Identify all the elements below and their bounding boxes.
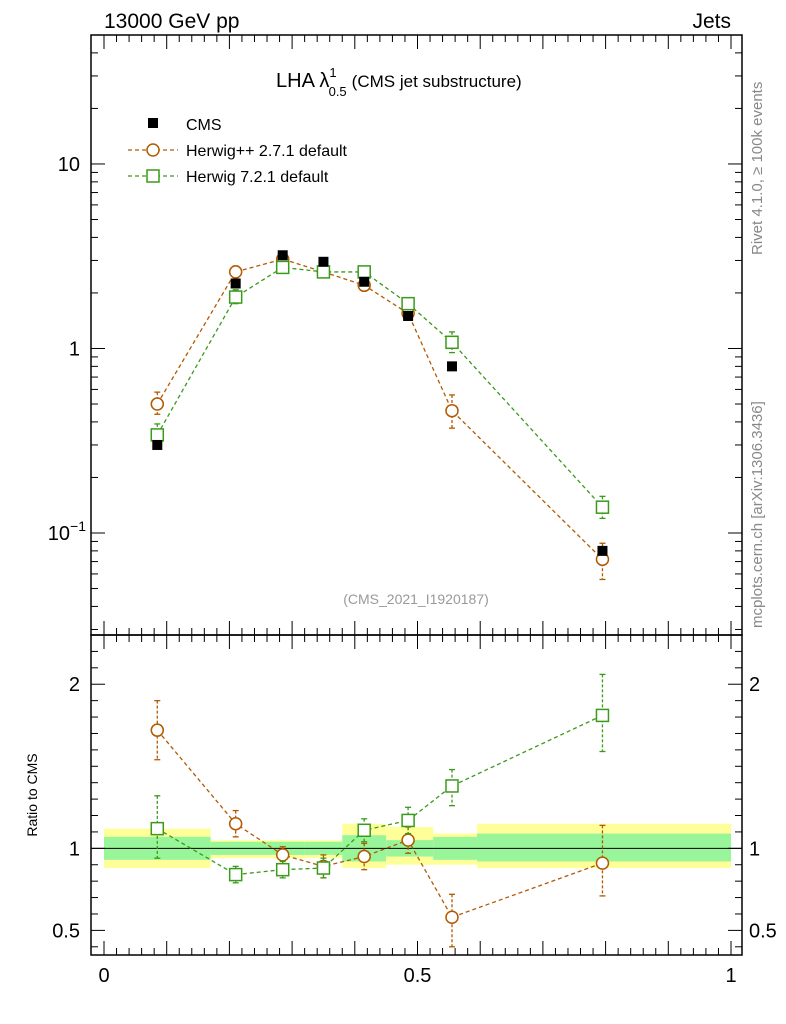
herwig7-ratio-point xyxy=(595,708,610,723)
herwig7-ratio-point xyxy=(150,821,165,836)
legend-herwig7-label: Herwig 7.2.1 default xyxy=(186,169,329,186)
herwigpp-ratio-point xyxy=(228,816,243,831)
herwigpp-ratio-line xyxy=(156,729,603,919)
herwigpp-point xyxy=(150,397,165,411)
main-y-tick-label: 10−1 xyxy=(48,518,86,545)
herwig7-point xyxy=(316,265,331,279)
ratio-uncertainty-bands xyxy=(91,823,742,869)
herwigpp-ratio-point xyxy=(595,856,610,870)
legend-herwigpp-marker xyxy=(146,143,160,157)
cms-data-point xyxy=(446,361,457,372)
process-label: Jets xyxy=(692,10,731,33)
legend-cms-marker xyxy=(148,118,158,128)
herwig7-point xyxy=(150,428,165,442)
herwig7-ratio-point xyxy=(401,813,415,828)
ratio-plot xyxy=(150,673,610,948)
analysis-id-label: (CMS_2021_I1920187) xyxy=(343,591,489,607)
cms-data-point xyxy=(403,310,414,321)
main-y-tick-label: 10 xyxy=(58,154,80,176)
cms-data-point xyxy=(230,278,241,289)
axes: 0 0.5 1 10 1 10−1 2 2 1 1 0.5 0.5 xyxy=(48,34,777,987)
herwigpp-ratio-point xyxy=(401,833,415,847)
legend-herwig7-marker xyxy=(146,169,160,183)
plot-title-main: LHA λ xyxy=(276,70,329,92)
legend-cms-label: CMS xyxy=(186,117,222,134)
herwig7-ratio-point xyxy=(316,861,331,875)
herwig7-line xyxy=(156,266,603,508)
herwig7-ratio-point xyxy=(228,867,243,882)
ratio-y-tick-label-left: 0.5 xyxy=(52,920,80,942)
herwig7-ratio-point xyxy=(275,862,290,877)
herwigpp-ratio-point xyxy=(357,849,371,864)
herwig7-point xyxy=(401,296,415,311)
energy-label: 13000 GeV pp xyxy=(104,10,239,33)
x-tick-label: 1 xyxy=(725,965,736,987)
herwig7-ratio-point xyxy=(357,823,371,838)
plot-title: LHA λ1 0.5 (CMS jet substructure) xyxy=(276,65,522,99)
herwigpp-point xyxy=(445,403,459,418)
herwig7-point xyxy=(275,260,290,275)
herwigpp-ratio-point xyxy=(445,910,459,925)
ratio-y-tick-label-right: 1 xyxy=(749,838,760,860)
ratio-y-tick-label-right: 0.5 xyxy=(749,920,777,942)
x-tick-label: 0.5 xyxy=(404,965,432,987)
legend: CMS Herwig++ 2.7.1 default Herwig 7.2.1 … xyxy=(128,117,348,186)
herwig7-point xyxy=(595,500,610,514)
herwigpp-ratio-point xyxy=(150,723,165,737)
main-plot xyxy=(150,250,610,581)
main-y-tick-label: 1 xyxy=(69,338,80,360)
ratio-y-tick-label-right: 2 xyxy=(749,674,760,696)
herwig7-ratio-point xyxy=(445,779,459,793)
herwigpp-point xyxy=(228,265,243,279)
mcplots-label: mcplots.cern.ch [arXiv:1306.3436] xyxy=(749,401,766,628)
legend-herwigpp-label: Herwig++ 2.7.1 default xyxy=(186,143,348,160)
cms-data-point xyxy=(597,545,608,556)
plot-title-suffix: (CMS jet substructure) xyxy=(352,72,522,91)
ratio-y-tick-label-left: 1 xyxy=(69,838,80,860)
plot-title-sup: 1 xyxy=(329,65,336,80)
herwigpp-line xyxy=(156,258,603,560)
x-tick-label: 0 xyxy=(98,965,109,987)
herwig7-ratio-line xyxy=(156,714,603,876)
herwig7-point xyxy=(228,290,243,304)
herwig7-point xyxy=(445,335,459,350)
cms-data-point xyxy=(359,276,370,287)
herwig7-point xyxy=(357,265,371,279)
ratio-frame xyxy=(90,634,743,956)
ratio-y-tick-label-left: 2 xyxy=(69,674,80,696)
plot-title-sub: 0.5 xyxy=(329,84,347,99)
cms-data-point xyxy=(152,439,163,450)
herwigpp-ratio-point xyxy=(275,848,290,862)
rivet-version-label: Rivet 4.1.0, ≥ 100k events xyxy=(749,82,766,255)
ratio-y-axis-label: Ratio to CMS xyxy=(24,753,40,836)
cms-data-point xyxy=(277,250,288,261)
cms-data-point xyxy=(318,256,329,267)
